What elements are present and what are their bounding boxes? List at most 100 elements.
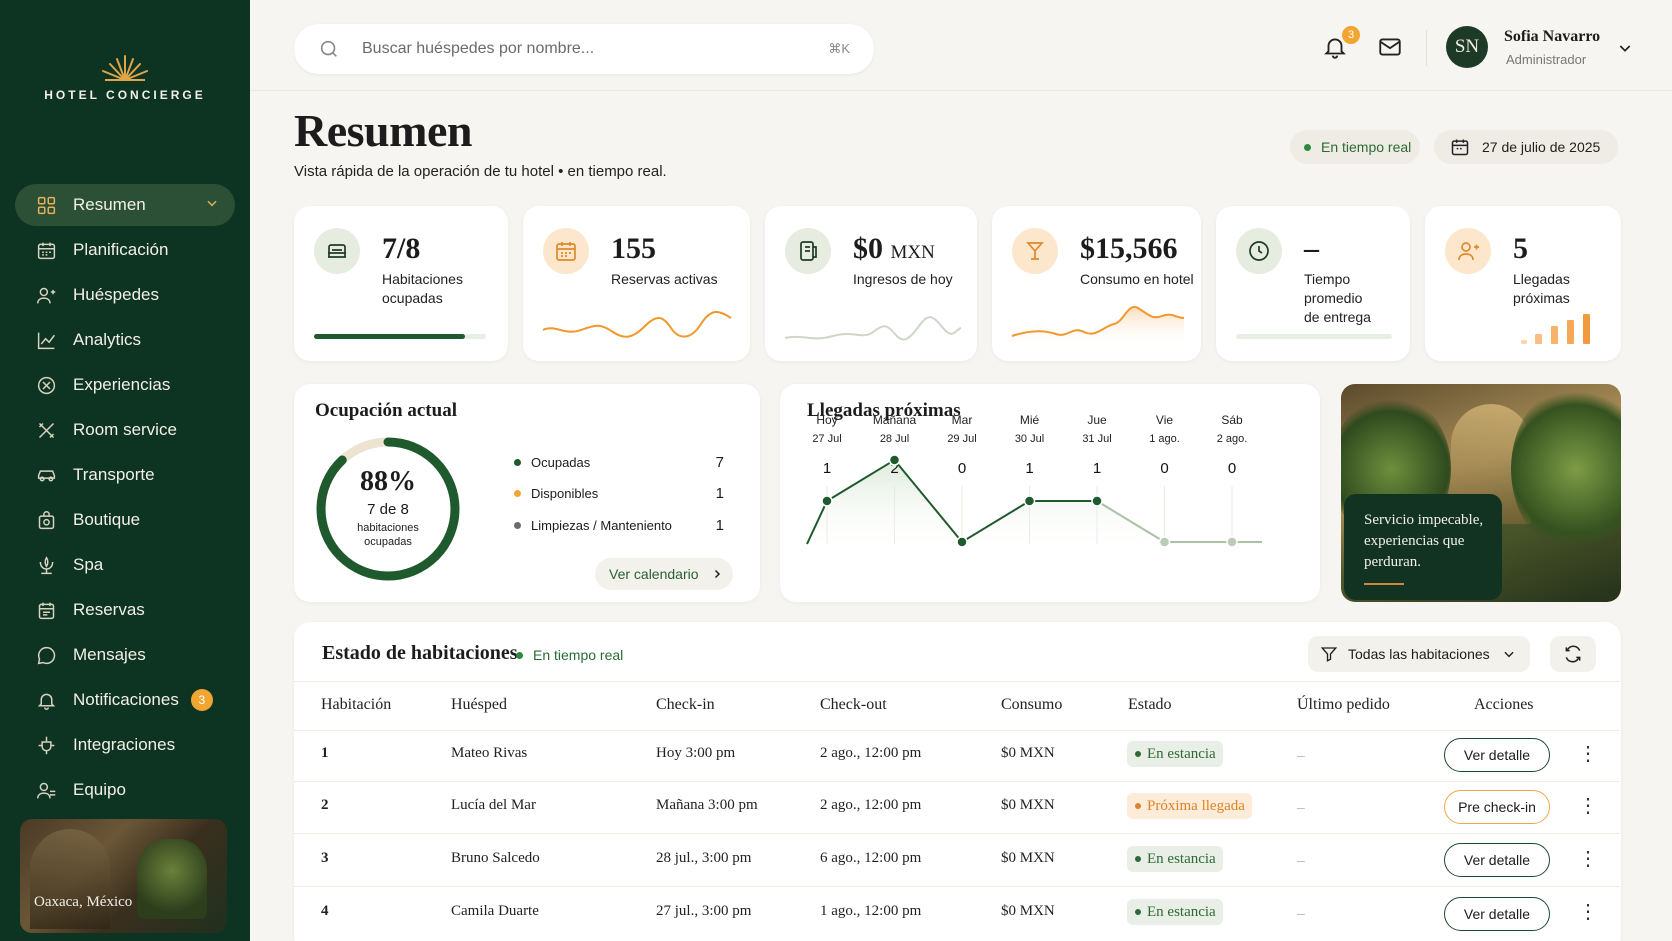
cell-checkout: 1 ago., 12:00 pm xyxy=(820,903,922,919)
sidebar-item-label: Planificación xyxy=(73,240,169,259)
compass-icon xyxy=(35,374,57,396)
kpi-value: 7/8 xyxy=(382,232,421,265)
date-label: 29 Jul xyxy=(947,433,976,445)
cocktail-icon xyxy=(1012,228,1058,274)
live-label: En tiempo real xyxy=(1321,139,1412,155)
sidebar-item-planificacion[interactable]: Planificación xyxy=(15,229,235,271)
legend-value: 1 xyxy=(715,517,724,534)
cell-consumption: $0 MXN xyxy=(1001,903,1055,919)
kpi-value: $0 MXN xyxy=(853,232,935,266)
revenue-sparkline xyxy=(784,316,962,341)
arrival-point xyxy=(1226,536,1238,548)
more-options-icon[interactable]: ⋮ xyxy=(1578,901,1598,923)
table-divider xyxy=(294,681,1620,682)
col-header-actions[interactable]: Acciones xyxy=(1474,696,1534,713)
avatar[interactable]: SN xyxy=(1446,26,1488,68)
room-filter-select[interactable]: Todas las habitaciones xyxy=(1308,636,1530,672)
kpi-label-line2: próximas xyxy=(1513,290,1570,306)
rooms-title: Estado de habitaciones xyxy=(322,642,518,664)
sidebar-item-experiencias[interactable]: Experiencias xyxy=(15,364,235,406)
arrival-point xyxy=(821,495,833,507)
kpi-card-arrivals[interactable]: 5 Llegadas próximas xyxy=(1425,206,1621,361)
search-input[interactable]: Buscar huéspedes por nombre... xyxy=(362,40,595,57)
col-header-checkin[interactable]: Check-in xyxy=(656,696,715,713)
arrivals-line-forecast xyxy=(1096,500,1262,543)
sidebar-item-analytics[interactable]: Analytics xyxy=(15,319,235,361)
col-header-checkout[interactable]: Check-out xyxy=(820,696,887,713)
col-header-guest[interactable]: Huésped xyxy=(451,696,507,713)
sidebar-item-label: Room service xyxy=(73,420,177,439)
sidebar-item-label: Notificaciones xyxy=(73,690,179,709)
arrival-point xyxy=(1023,495,1036,507)
view-detail-button[interactable]: Ver detalle xyxy=(1444,738,1550,772)
view-calendar-button[interactable]: Ver calendario xyxy=(595,558,733,590)
more-options-icon[interactable]: ⋮ xyxy=(1578,795,1598,817)
col-header-last-order[interactable]: Último pedido xyxy=(1297,696,1390,713)
sidebar-item-equipo[interactable]: Equipo xyxy=(15,769,235,811)
notifications-button[interactable] xyxy=(1322,34,1348,60)
col-header-status[interactable]: Estado xyxy=(1128,696,1172,713)
more-options-icon[interactable]: ⋮ xyxy=(1578,848,1598,870)
view-detail-button[interactable]: Ver detalle xyxy=(1444,897,1550,931)
legend-value: 1 xyxy=(715,485,724,502)
notification-badge: 3 xyxy=(190,689,213,711)
caption-line2: experiencias que xyxy=(1364,533,1465,549)
kpi-label-line1: Tiempo promedio xyxy=(1304,271,1363,306)
refresh-button[interactable] xyxy=(1550,636,1596,672)
sidebar-item-transporte[interactable]: Transporte xyxy=(15,454,235,496)
kpi-card-revenue[interactable]: $0 MXN Ingresos de hoy xyxy=(765,206,977,361)
col-header-room[interactable]: Habitación xyxy=(321,696,392,713)
clipboard-icon xyxy=(35,599,57,621)
date-label: 28 Jul xyxy=(880,433,909,445)
live-dot-icon xyxy=(1304,143,1311,151)
status-dot xyxy=(1135,856,1141,862)
status-dot xyxy=(1135,751,1141,757)
sidebar-item-mensajes[interactable]: Mensajes xyxy=(15,634,235,676)
sidebar-item-notificaciones[interactable]: Notificaciones 3 xyxy=(15,679,235,721)
kpi-card-consumption[interactable]: $15,566 Consumo en hotel xyxy=(992,206,1201,361)
legend-dot xyxy=(514,490,521,497)
sidebar-item-resumen[interactable]: Resumen xyxy=(15,184,235,226)
messages-button[interactable] xyxy=(1377,34,1403,60)
day-label: Vie xyxy=(1156,413,1173,427)
sidebar-item-huespedes[interactable]: Huéspedes xyxy=(15,274,235,316)
occupancy-donut xyxy=(316,437,460,581)
location-card[interactable]: Oaxaca, México xyxy=(20,819,227,933)
kpi-value: – xyxy=(1304,232,1319,265)
kpi-card-rooms[interactable]: 7/8 Habitaciones ocupadas xyxy=(294,206,508,361)
chevron-down-icon[interactable] xyxy=(1617,40,1633,56)
sidebar-item-integraciones[interactable]: Integraciones xyxy=(15,724,235,766)
users-icon xyxy=(35,284,57,306)
sidebar-item-room-service[interactable]: Room service xyxy=(15,409,235,451)
sidebar-item-spa[interactable]: Spa xyxy=(15,544,235,586)
col-header-consumption[interactable]: Consumo xyxy=(1001,696,1063,713)
occupancy-detail: 7 de 8 xyxy=(367,501,409,518)
count-label: 2 xyxy=(890,460,898,477)
sidebar-item-boutique[interactable]: Boutique xyxy=(15,499,235,541)
notification-count-badge: 3 xyxy=(1342,26,1360,44)
pre-checkin-button[interactable]: Pre check-in xyxy=(1444,790,1550,824)
day-label: Sáb xyxy=(1221,413,1243,427)
view-detail-button[interactable]: Ver detalle xyxy=(1444,843,1550,877)
calendar-icon xyxy=(1451,139,1469,156)
count-label: 0 xyxy=(1228,460,1236,477)
date-label: 30 Jul xyxy=(1015,433,1044,445)
kpi-card-reservations[interactable]: 155 Reservas activas xyxy=(523,206,750,361)
topbar-divider xyxy=(1426,30,1427,66)
kpi-label-line1: Llegadas xyxy=(1513,271,1570,287)
sidebar-item-reservas[interactable]: Reservas xyxy=(15,589,235,631)
page-subtitle: Vista rápida de la operación de tu hotel… xyxy=(294,163,667,180)
date-label: 27 Jul xyxy=(812,433,841,445)
status-badge: En estancia xyxy=(1127,899,1223,925)
search-bar[interactable]: Buscar huéspedes por nombre... ⌘K xyxy=(294,24,874,74)
table-divider xyxy=(294,833,1620,834)
cell-room: 2 xyxy=(321,797,329,813)
refresh-icon xyxy=(1565,645,1581,663)
kpi-label-line2: ocupadas xyxy=(382,290,443,306)
cell-checkin: Hoy 3:00 pm xyxy=(656,745,736,761)
chevron-down-icon xyxy=(1504,651,1514,658)
more-options-icon[interactable]: ⋮ xyxy=(1578,743,1598,765)
date-picker[interactable]: 27 de julio de 2025 xyxy=(1434,130,1618,164)
kpi-card-delivery-time[interactable]: – Tiempo promedio de entrega xyxy=(1216,206,1410,361)
caption-line1: habitaciones xyxy=(357,522,419,534)
